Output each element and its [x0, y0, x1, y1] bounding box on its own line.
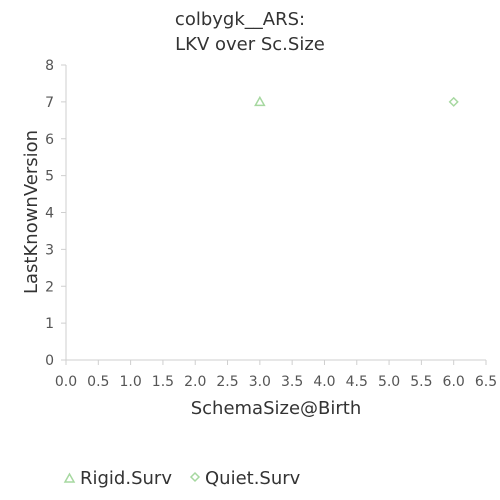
legend: Rigid.Surv Quiet.Surv [63, 468, 301, 489]
x-axis-ticks: 0.0 0.5 1.0 1.5 2.0 2.5 3.0 3.5 4.0 4.5 5.0 5.5 6.0 6… [55, 360, 497, 390]
x-tick-label: 4.5 [346, 374, 368, 390]
data-point-quiet-surv[interactable] [448, 96, 459, 107]
title-line-1: colbygk__ARS: [175, 9, 305, 30]
x-tick-label: 6.0 [443, 374, 465, 390]
y-tick-label: 2 [45, 279, 54, 295]
y-tick-label: 5 [45, 169, 54, 185]
legend-item-rigid-surv[interactable]: Rigid.Surv [63, 468, 172, 489]
x-tick-label: 3.0 [249, 374, 271, 390]
x-tick-label: 5.5 [410, 374, 432, 390]
y-tick-label: 8 [45, 58, 54, 74]
data-point-rigid-surv[interactable] [254, 95, 266, 107]
y-tick-label: 4 [45, 206, 54, 222]
y-tick-label: 1 [45, 316, 54, 332]
x-tick-label: 1.0 [119, 374, 141, 390]
y-axis-title: LastKnownVersion [21, 130, 42, 294]
y-tick-label: 0 [45, 353, 54, 369]
legend-item-quiet-surv[interactable]: Quiet.Surv [189, 468, 301, 489]
chart-title: colbygk__ARS: LKV over Sc.Size [175, 9, 325, 55]
x-tick-label: 2.0 [184, 374, 206, 390]
x-axis-title: SchemaSize@Birth [191, 398, 362, 419]
y-axis-ticks: 0 1 2 3 4 5 6 7 8 [45, 58, 66, 369]
x-tick-label: 5.0 [378, 374, 400, 390]
x-tick-label: 6.5 [475, 374, 497, 390]
triangle-marker-icon [63, 472, 76, 483]
y-tick-label: 6 [45, 132, 54, 148]
y-tick-label: 7 [45, 95, 54, 111]
y-tick-label: 3 [45, 242, 54, 258]
title-line-2: LKV over Sc.Size [175, 34, 325, 55]
x-tick-label: 3.5 [281, 374, 303, 390]
x-tick-label: 0.0 [55, 374, 77, 390]
data-points [254, 95, 459, 107]
legend-label-rigid-surv: Rigid.Surv [80, 468, 172, 489]
x-tick-label: 2.5 [216, 374, 238, 390]
x-tick-label: 0.5 [87, 374, 109, 390]
x-tick-label: 4.0 [313, 374, 335, 390]
x-tick-label: 1.5 [152, 374, 174, 390]
diamond-marker-icon [189, 471, 201, 483]
legend-label-quiet-surv: Quiet.Surv [205, 468, 301, 489]
